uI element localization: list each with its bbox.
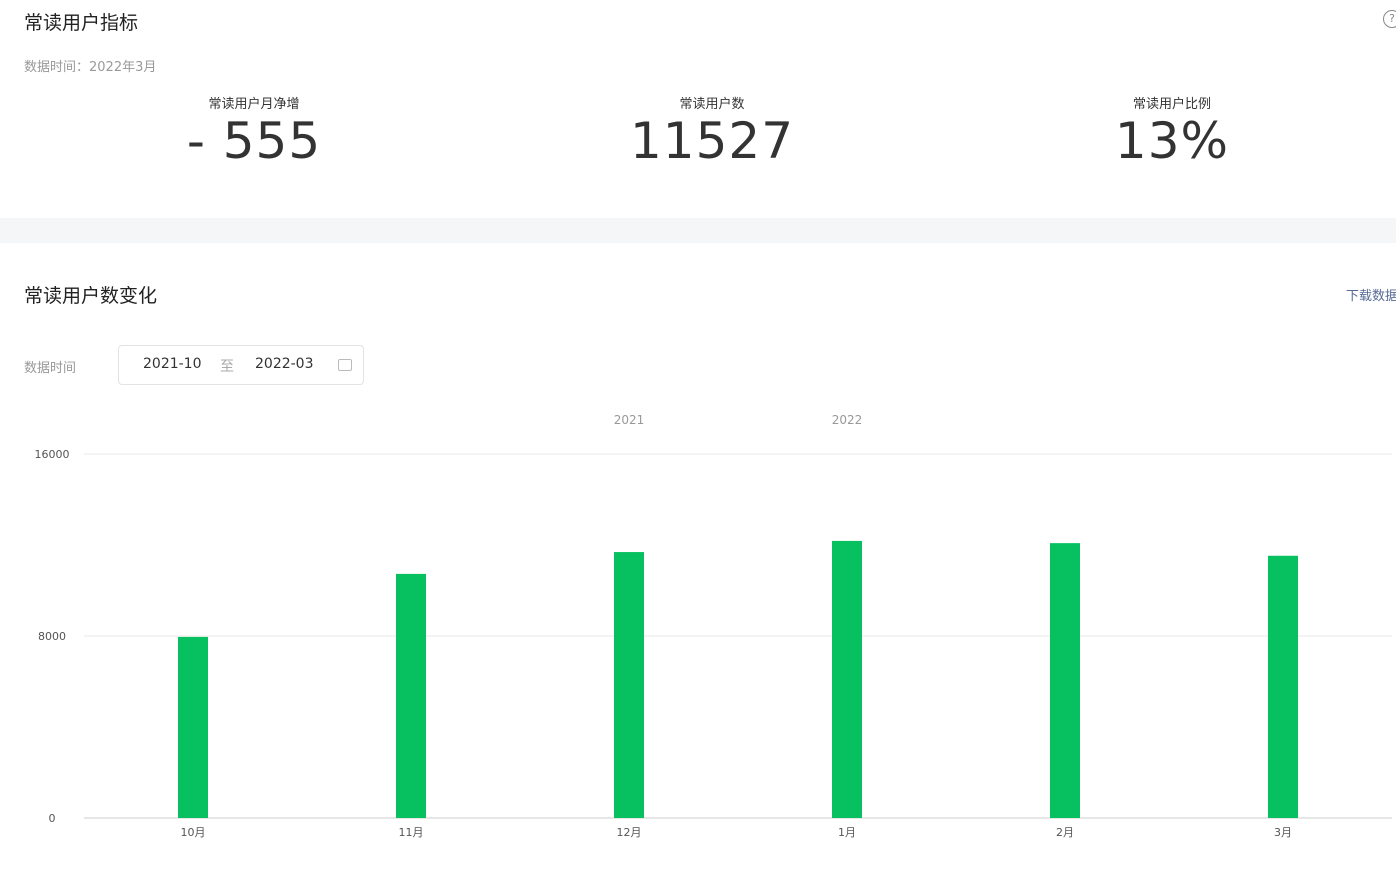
help-icon[interactable]: ? — [1383, 10, 1396, 28]
y-tick-label: 0 — [49, 812, 56, 825]
metric-value: 13% — [1114, 112, 1230, 170]
bar — [1050, 543, 1080, 818]
y-tick-label: 16000 — [35, 448, 70, 461]
section-title: 常读用户数变化 — [24, 285, 158, 307]
bar — [832, 540, 862, 818]
download-link[interactable]: 下载数据 — [1346, 289, 1396, 304]
x-tick-label: 10月 — [181, 826, 206, 839]
bar — [178, 636, 208, 818]
year-label: 2021 — [614, 413, 645, 427]
bar — [1268, 555, 1298, 818]
metric-value: 11527 — [629, 112, 795, 170]
divider — [0, 218, 1396, 243]
chart: 0 8000 16000 10月 11月 12月 2021 1月 2022 2月 3月 — [35, 413, 1392, 839]
metric-value: - 555 — [186, 112, 322, 170]
bar — [614, 552, 644, 818]
separator: 至 — [220, 359, 234, 375]
x-tick-label: 2月 — [1056, 826, 1074, 839]
date-label: 数据时间 — [24, 361, 77, 376]
bar — [396, 573, 426, 818]
page-title: 常读用户指标 — [24, 12, 139, 34]
metric-label: 常读用户比例 — [1132, 97, 1211, 112]
metric-label: 常读用户数 — [679, 97, 745, 112]
calendar-icon — [338, 359, 352, 371]
x-tick-label: 1月 — [838, 826, 856, 839]
start-date: 2021-10 — [143, 356, 202, 372]
data-date: 数据时间：2022年3月 — [24, 60, 157, 75]
x-tick-label: 11月 — [399, 826, 424, 839]
x-tick-label: 12月 — [617, 826, 642, 839]
end-date: 2022-03 — [255, 356, 314, 372]
y-tick-label: 8000 — [38, 630, 66, 643]
year-label: 2022 — [832, 413, 863, 427]
date-range-picker[interactable]: 2021-10 至 2022-03 — [118, 345, 364, 385]
x-tick-label: 3月 — [1274, 826, 1292, 839]
metric-label: 常读用户月净增 — [208, 97, 300, 112]
